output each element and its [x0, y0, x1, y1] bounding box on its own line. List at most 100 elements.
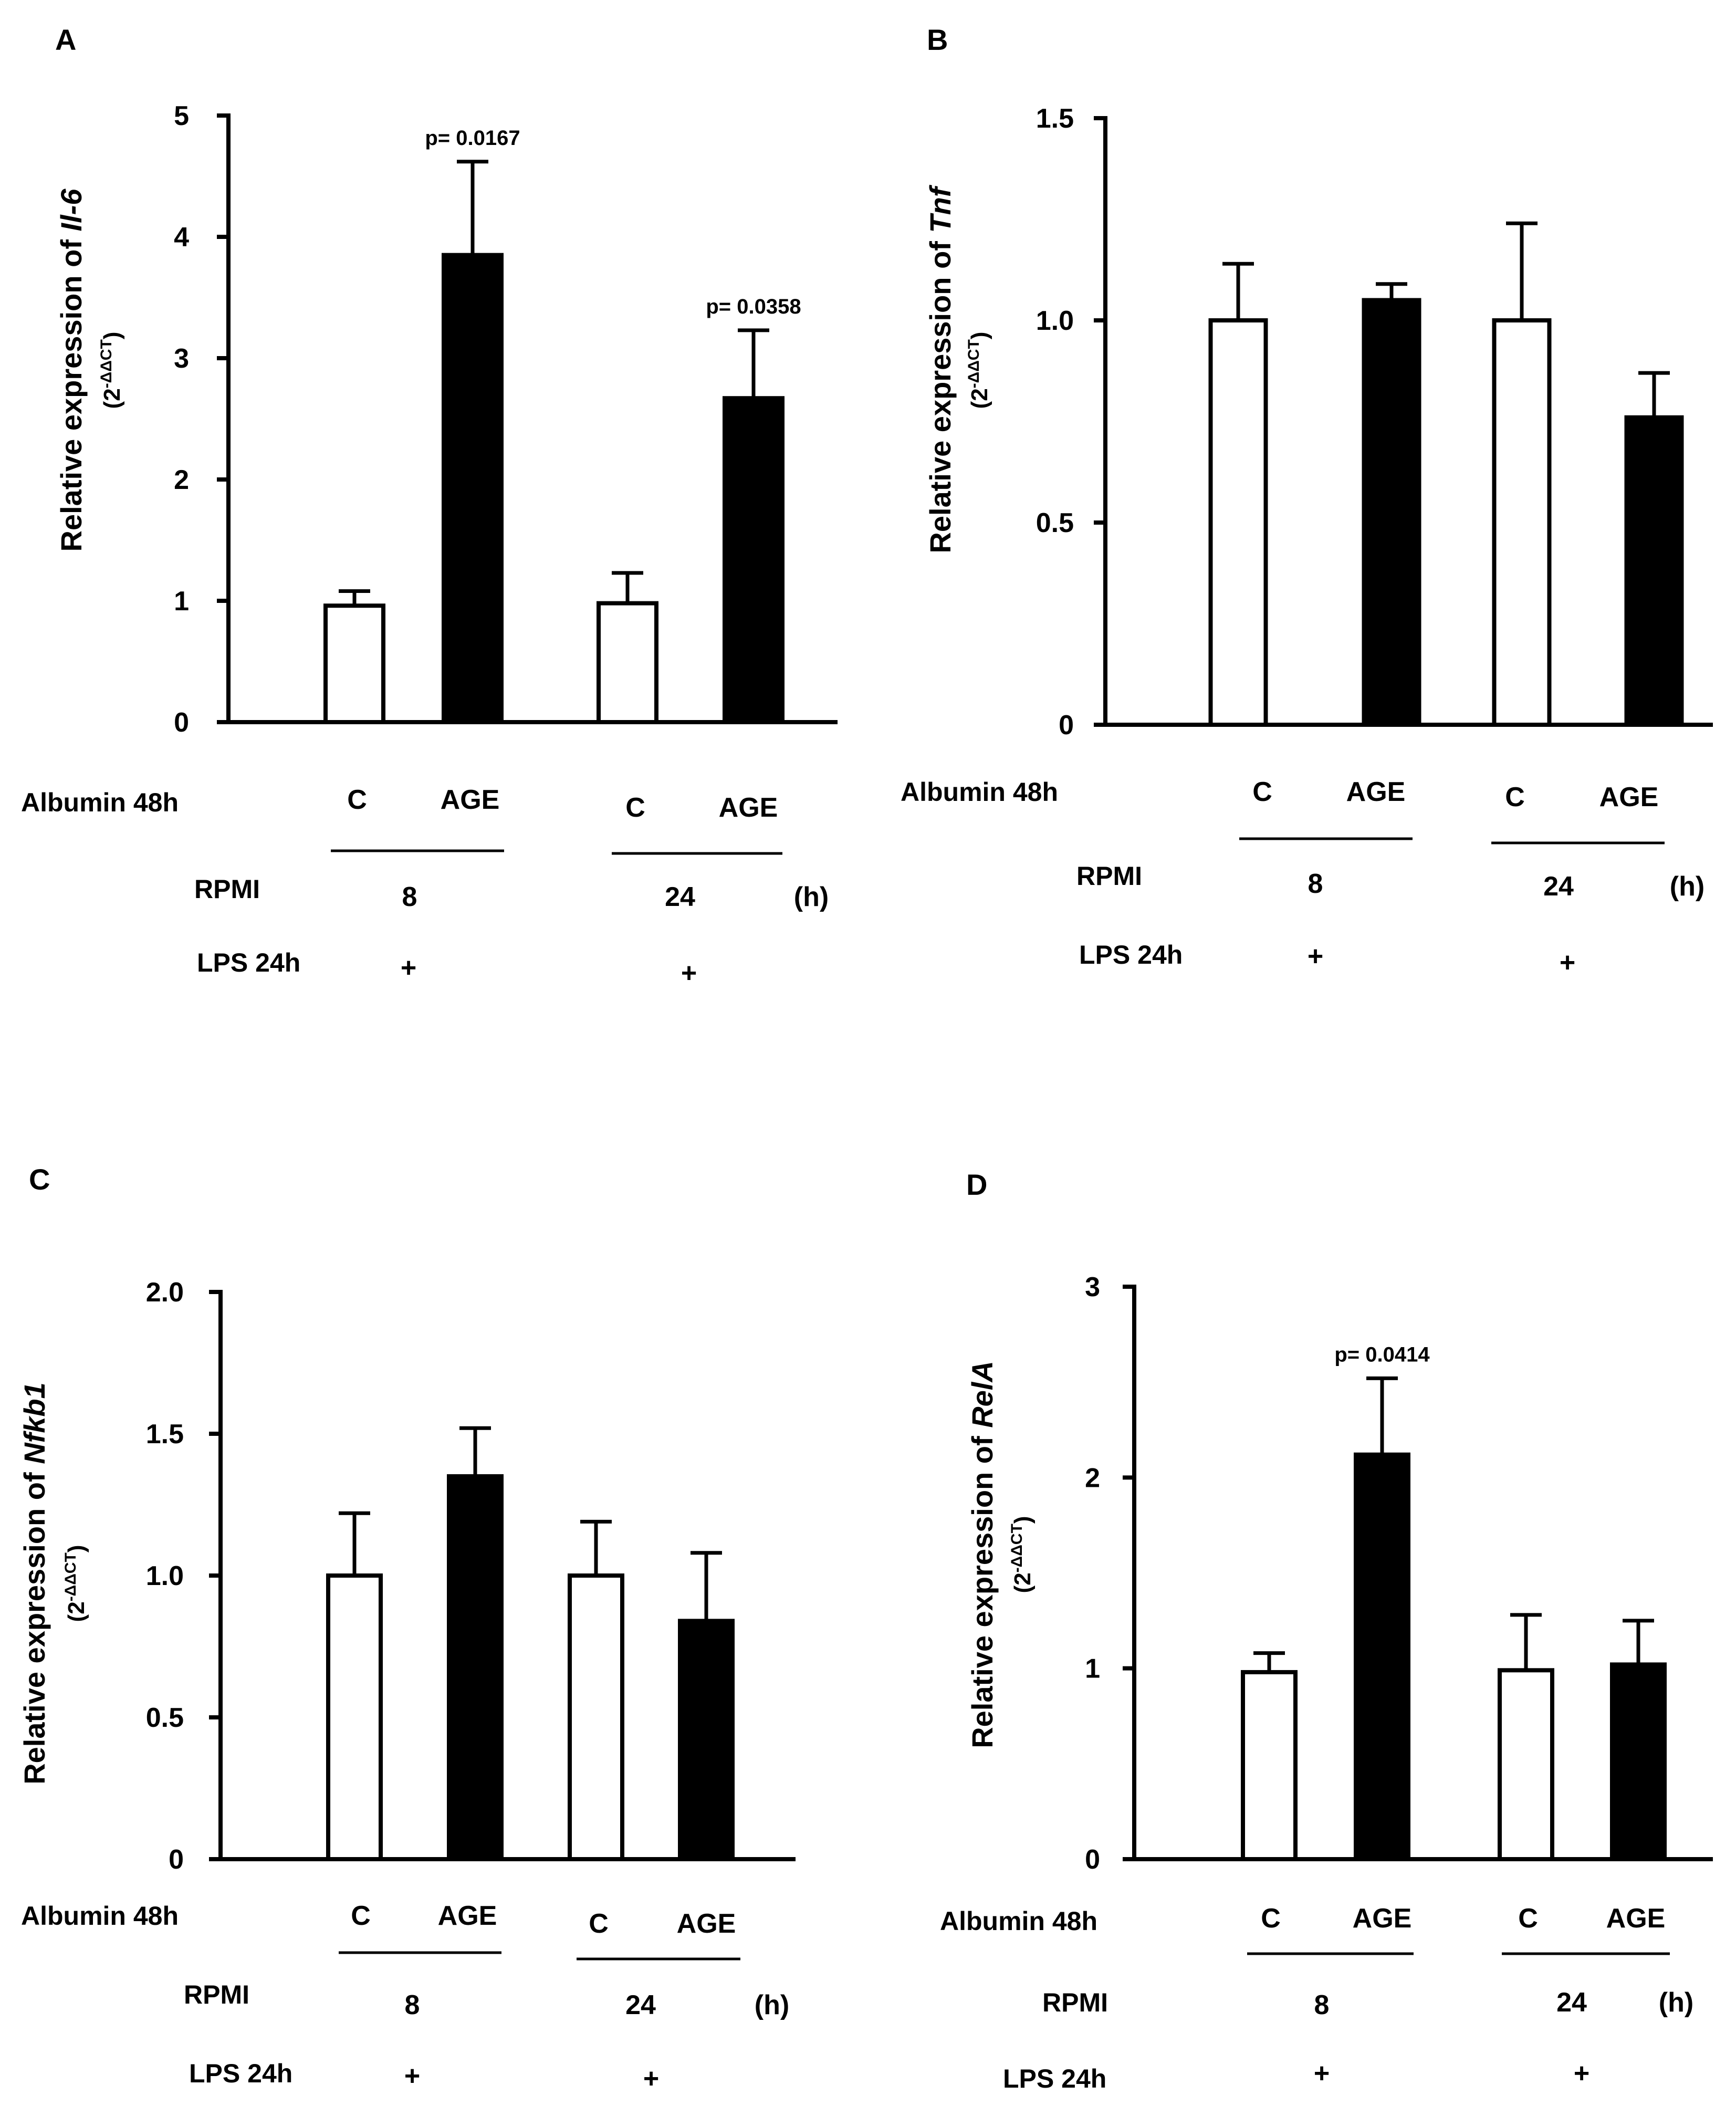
bar: [326, 1573, 383, 1861]
y-axis-unit-end: ): [64, 1545, 89, 1553]
y-tick-label: 1: [1085, 1654, 1100, 1684]
p-value-label: p= 0.0414: [1334, 1343, 1430, 1366]
rpmi-time-label: 8: [405, 1990, 420, 2020]
bar: [1610, 1662, 1667, 1861]
y-axis-unit-end: ): [967, 332, 992, 340]
y-axis-unit-exponent: -ΔΔCT: [965, 339, 982, 388]
bar: [1354, 1452, 1410, 1862]
y-tick-label: 5: [174, 101, 189, 131]
bar: [1362, 298, 1421, 727]
row-label-albumin: Albumin 48h: [901, 777, 1058, 807]
y-tick-label: 2: [174, 465, 189, 495]
y-axis-unit: (2-ΔΔCT): [98, 332, 125, 409]
y-tick-label: 0: [1059, 710, 1074, 741]
bar: [323, 603, 385, 724]
category-label: C: [1518, 1903, 1538, 1934]
y-axis-unit-exponent: -ΔΔCT: [98, 339, 115, 388]
panel-letter: D: [966, 1168, 987, 1201]
y-tick-label: 0: [169, 1844, 184, 1875]
bar: [1492, 318, 1552, 727]
rpmi-time-label: 24: [625, 1990, 656, 2020]
lps-plus-label: +: [681, 958, 697, 988]
lps-plus-label: +: [643, 2063, 659, 2094]
y-axis-unit-base: (2: [64, 1601, 89, 1622]
p-value-label: p= 0.0167: [425, 127, 520, 150]
panel-d: D 0 1 2 3 Relative expression of RelA (2-ΔΔCT)…: [940, 1168, 1713, 2093]
bar: [1498, 1668, 1554, 1862]
bar: [597, 601, 658, 724]
time-unit-label: (h): [1659, 1987, 1693, 2018]
rpmi-time-label: 24: [1556, 1987, 1587, 2018]
time-unit-label: (h): [794, 882, 829, 912]
row-label-rpmi: RPMI: [1042, 1988, 1108, 2017]
row-label-lps: LPS 24h: [197, 948, 300, 977]
time-unit-label: (h): [1670, 871, 1704, 902]
y-axis-unit-exponent: -ΔΔCT: [1008, 1524, 1026, 1572]
category-label: C: [625, 793, 645, 823]
category-label: C: [589, 1909, 609, 1939]
category-label: C: [347, 785, 367, 815]
y-tick-label: 1: [174, 586, 189, 617]
y-axis-label-gene: Nfkb1: [18, 1382, 51, 1464]
row-label-rpmi: RPMI: [1076, 861, 1142, 891]
rpmi-time-label: 24: [1543, 871, 1574, 902]
panel-a: A 0 1 2 3 4 5 Relative expression of Il-6 (2-ΔΔC…: [21, 23, 838, 988]
p-value-label: p= 0.0358: [706, 295, 801, 318]
y-axis-label-text: Relative expression of: [55, 231, 88, 551]
y-axis-label-gene: Tnf: [924, 184, 957, 233]
y-tick-label: 3: [1085, 1272, 1100, 1302]
category-label: AGE: [1346, 777, 1406, 807]
panel-b: B 0 0.5 1.0 1.5 Relative expression of Tnf (2-…: [901, 23, 1713, 978]
row-label-lps: LPS 24h: [1079, 940, 1183, 969]
y-axis-unit: (2-ΔΔCT): [965, 332, 992, 409]
rpmi-time-label: 24: [665, 882, 695, 912]
row-label-rpmi: RPMI: [184, 1980, 249, 2009]
bar: [678, 1619, 735, 1861]
row-label-albumin: Albumin 48h: [21, 788, 179, 817]
row-label-albumin: Albumin 48h: [21, 1901, 179, 1931]
y-axis-label: Relative expression of Nfkb1: [18, 1382, 51, 1785]
row-label-lps: LPS 24h: [189, 2059, 292, 2088]
panel-letter: C: [29, 1163, 50, 1196]
y-axis-unit-base: (2: [1010, 1572, 1036, 1593]
category-label: AGE: [441, 785, 500, 815]
lps-plus-label: +: [1560, 947, 1575, 978]
bar: [442, 253, 504, 724]
y-axis-label: Relative expression of Il-6: [55, 189, 88, 552]
row-label-albumin: Albumin 48h: [940, 1906, 1097, 1936]
y-tick-label: 1.5: [1036, 103, 1074, 134]
y-tick-label: 0: [174, 707, 189, 738]
category-label: C: [1505, 782, 1525, 812]
rpmi-time-label: 8: [1308, 869, 1323, 899]
y-axis-label-text: Relative expression of: [924, 233, 957, 554]
y-axis-unit: (2-ΔΔCT): [1008, 1516, 1036, 1593]
y-tick-label: 1.0: [146, 1561, 184, 1591]
y-tick-label: 2: [1085, 1463, 1100, 1493]
row-label-lps: LPS 24h: [1003, 2064, 1106, 2093]
y-axis-unit-base: (2: [967, 388, 992, 409]
panel-letter: A: [55, 23, 76, 56]
y-axis-label: Relative expression of RelA: [966, 1361, 999, 1748]
y-axis-unit-base: (2: [99, 388, 125, 409]
y-tick-label: 3: [174, 343, 189, 374]
bar: [1624, 415, 1684, 727]
y-tick-label: 0.5: [146, 1703, 184, 1733]
rpmi-time-label: 8: [1314, 1990, 1330, 2020]
category-label: AGE: [1353, 1903, 1412, 1934]
y-axis-unit-exponent: -ΔΔCT: [62, 1552, 79, 1601]
y-tick-label: 1.5: [146, 1419, 184, 1450]
bar: [447, 1474, 504, 1861]
lps-plus-label: +: [404, 2061, 420, 2091]
category-label: AGE: [1606, 1903, 1666, 1934]
rpmi-time-label: 8: [402, 882, 417, 912]
y-tick-label: 0.5: [1036, 508, 1074, 538]
y-axis-unit: (2-ΔΔCT): [62, 1545, 89, 1622]
bar: [1208, 318, 1268, 727]
bar: [568, 1573, 624, 1861]
y-axis-label-gene: Il-6: [55, 189, 88, 232]
category-label: C: [351, 1901, 371, 1931]
time-unit-label: (h): [755, 1990, 789, 2020]
y-axis-label-text: Relative expression of: [18, 1464, 51, 1785]
category-label: AGE: [677, 1909, 736, 1939]
